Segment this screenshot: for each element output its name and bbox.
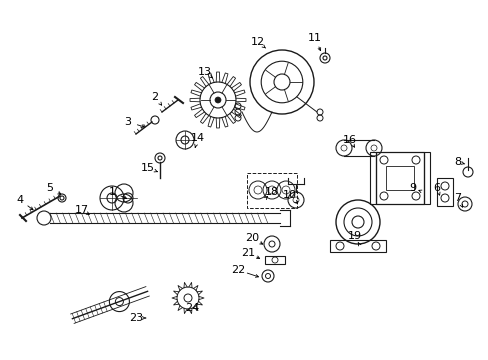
Text: 20: 20	[244, 233, 259, 243]
Text: 16: 16	[342, 135, 356, 145]
Text: 13: 13	[198, 67, 212, 77]
Text: 18: 18	[264, 187, 279, 197]
Text: 22: 22	[230, 265, 244, 275]
Bar	[329, 240, 385, 252]
Bar	[369, 152, 375, 204]
Text: 23: 23	[129, 313, 143, 323]
Text: 15: 15	[141, 163, 155, 173]
Bar	[385, 166, 413, 190]
Bar	[264, 256, 285, 264]
Text: 4: 4	[17, 195, 23, 205]
Text: 7: 7	[453, 193, 461, 203]
Text: 21: 21	[241, 248, 255, 258]
Text: 11: 11	[307, 33, 321, 43]
Text: 12: 12	[250, 37, 264, 47]
Bar	[375, 152, 423, 204]
Text: 6: 6	[433, 183, 440, 193]
Bar	[436, 178, 452, 206]
Text: 5: 5	[46, 183, 53, 193]
Text: 8: 8	[453, 157, 461, 167]
Text: 19: 19	[347, 231, 361, 241]
Text: 3: 3	[124, 117, 131, 127]
Text: 2: 2	[151, 92, 158, 102]
Bar	[246, 173, 296, 208]
Circle shape	[215, 97, 221, 103]
Text: 1: 1	[108, 187, 115, 197]
Text: 9: 9	[408, 183, 416, 193]
Text: 10: 10	[283, 190, 296, 200]
Text: 14: 14	[190, 133, 204, 143]
Text: 24: 24	[184, 303, 199, 313]
Text: 17: 17	[75, 205, 89, 215]
Bar	[423, 152, 429, 204]
